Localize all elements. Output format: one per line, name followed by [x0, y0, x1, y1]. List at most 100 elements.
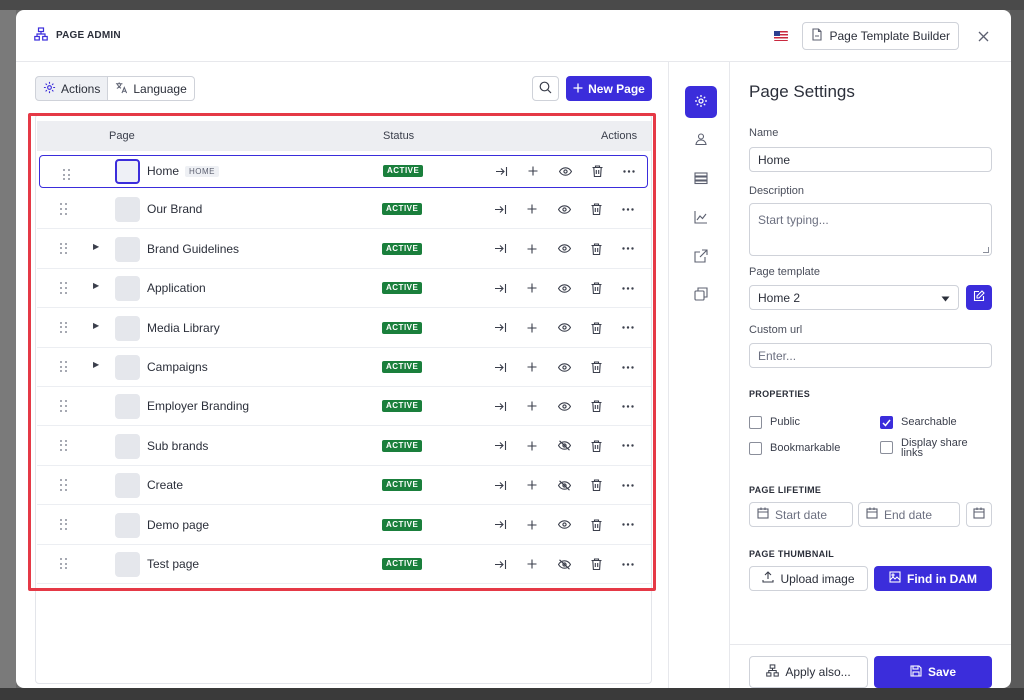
- end-date-field[interactable]: End date: [858, 502, 960, 527]
- add-child-icon[interactable]: [517, 163, 549, 179]
- page-row[interactable]: Test page ACTIVE: [37, 545, 651, 584]
- page-row[interactable]: Sub brands ACTIVE: [37, 427, 651, 466]
- eye-off-icon[interactable]: [548, 438, 580, 454]
- close-icon[interactable]: [973, 26, 993, 46]
- move-in-icon[interactable]: [484, 438, 516, 454]
- more-icon[interactable]: [612, 320, 644, 336]
- searchable-checkbox[interactable]: Searchable: [880, 416, 957, 429]
- drag-handle-icon[interactable]: [60, 242, 68, 255]
- move-in-icon[interactable]: [484, 477, 516, 493]
- eye-off-icon[interactable]: [548, 477, 580, 493]
- drag-handle-icon[interactable]: [60, 282, 68, 294]
- add-child-icon[interactable]: [516, 201, 548, 217]
- drag-handle-icon[interactable]: [60, 203, 68, 215]
- eye-icon[interactable]: [548, 517, 580, 533]
- rail-users-button[interactable]: [685, 124, 717, 156]
- public-checkbox[interactable]: Public: [749, 416, 800, 429]
- eye-icon[interactable]: [548, 241, 580, 257]
- page-row[interactable]: Create ACTIVE: [37, 466, 651, 506]
- more-icon[interactable]: [612, 477, 644, 493]
- drag-handle-icon[interactable]: [60, 321, 68, 334]
- more-icon[interactable]: [612, 517, 644, 533]
- trash-icon[interactable]: [580, 477, 612, 493]
- move-in-icon[interactable]: [484, 398, 516, 414]
- drag-handle-icon[interactable]: [60, 518, 68, 531]
- trash-icon[interactable]: [580, 201, 612, 217]
- add-child-icon[interactable]: [516, 517, 548, 533]
- trash-icon[interactable]: [580, 241, 612, 257]
- page-row[interactable]: Home HOME ACTIVE: [39, 155, 648, 188]
- drag-handle-icon[interactable]: [60, 479, 68, 491]
- add-child-icon[interactable]: [516, 556, 548, 572]
- move-in-icon[interactable]: [484, 241, 516, 257]
- upload-image-button[interactable]: Upload image: [749, 566, 868, 591]
- expand-caret-icon[interactable]: ▶: [93, 320, 100, 330]
- share-links-box[interactable]: [880, 441, 893, 454]
- add-child-icon[interactable]: [516, 359, 548, 375]
- trash-icon[interactable]: [580, 398, 612, 414]
- expand-caret-icon[interactable]: ▶: [93, 281, 100, 291]
- trash-icon[interactable]: [580, 556, 612, 572]
- eye-icon[interactable]: [548, 398, 580, 414]
- drag-handle-icon[interactable]: [63, 169, 71, 181]
- language-button[interactable]: Language: [108, 76, 195, 101]
- move-in-icon[interactable]: [484, 280, 516, 296]
- us-flag-icon[interactable]: [774, 31, 789, 41]
- add-child-icon[interactable]: [516, 241, 548, 257]
- move-in-icon[interactable]: [485, 163, 517, 179]
- add-child-icon[interactable]: [516, 398, 548, 414]
- trash-icon[interactable]: [580, 359, 612, 375]
- trash-icon[interactable]: [580, 517, 612, 533]
- name-field[interactable]: Home: [749, 147, 992, 172]
- page-row[interactable]: ▶ Campaigns ACTIVE: [37, 348, 651, 387]
- eye-icon[interactable]: [548, 320, 580, 336]
- more-icon[interactable]: [612, 280, 644, 296]
- add-child-icon[interactable]: [516, 320, 548, 336]
- eye-icon[interactable]: [548, 359, 580, 375]
- new-page-button[interactable]: New Page: [566, 76, 652, 101]
- move-in-icon[interactable]: [484, 556, 516, 572]
- add-child-icon[interactable]: [516, 280, 548, 296]
- apply-also-button[interactable]: Apply also...: [749, 656, 868, 688]
- trash-icon[interactable]: [580, 320, 612, 336]
- share-links-checkbox[interactable]: Display share links: [880, 438, 980, 459]
- eye-icon[interactable]: [548, 280, 580, 296]
- bookmarkable-box[interactable]: [749, 442, 762, 455]
- rail-layout-button[interactable]: [685, 163, 717, 195]
- page-template-select[interactable]: Home 2: [749, 285, 959, 310]
- trash-icon[interactable]: [580, 280, 612, 296]
- move-in-icon[interactable]: [484, 201, 516, 217]
- rail-share-button[interactable]: [685, 241, 717, 273]
- eye-off-icon[interactable]: [548, 556, 580, 572]
- rail-copy-button[interactable]: [685, 279, 717, 311]
- find-in-dam-button[interactable]: Find in DAM: [874, 566, 992, 591]
- page-row[interactable]: ▶ Media Library ACTIVE: [37, 309, 651, 348]
- custom-url-field[interactable]: Enter...: [749, 343, 992, 368]
- more-icon[interactable]: [612, 359, 644, 375]
- more-icon[interactable]: [612, 201, 644, 217]
- eye-icon[interactable]: [549, 163, 581, 179]
- more-icon[interactable]: [612, 398, 644, 414]
- move-in-icon[interactable]: [484, 517, 516, 533]
- more-icon[interactable]: [612, 241, 644, 257]
- page-row[interactable]: ▶ Brand Guidelines ACTIVE: [37, 230, 651, 269]
- calendar-button[interactable]: [966, 502, 992, 527]
- save-button[interactable]: Save: [874, 656, 992, 688]
- trash-icon[interactable]: [581, 163, 613, 179]
- page-row[interactable]: Our Brand ACTIVE: [37, 190, 651, 230]
- edit-template-button[interactable]: [966, 285, 992, 310]
- searchable-box[interactable]: [880, 416, 893, 429]
- move-in-icon[interactable]: [484, 359, 516, 375]
- page-row[interactable]: Employer Branding ACTIVE: [37, 387, 651, 427]
- expand-caret-icon[interactable]: ▶: [93, 360, 100, 369]
- move-in-icon[interactable]: [484, 320, 516, 336]
- expand-caret-icon[interactable]: ▶: [93, 241, 100, 251]
- trash-icon[interactable]: [580, 438, 612, 454]
- page-row[interactable]: ▶ Application ACTIVE: [37, 269, 651, 309]
- more-icon[interactable]: [612, 556, 644, 572]
- more-icon[interactable]: [613, 163, 645, 179]
- search-button[interactable]: [532, 76, 559, 101]
- drag-handle-icon[interactable]: [60, 361, 68, 373]
- actions-button[interactable]: Actions: [35, 76, 109, 101]
- bookmarkable-checkbox[interactable]: Bookmarkable: [749, 442, 840, 455]
